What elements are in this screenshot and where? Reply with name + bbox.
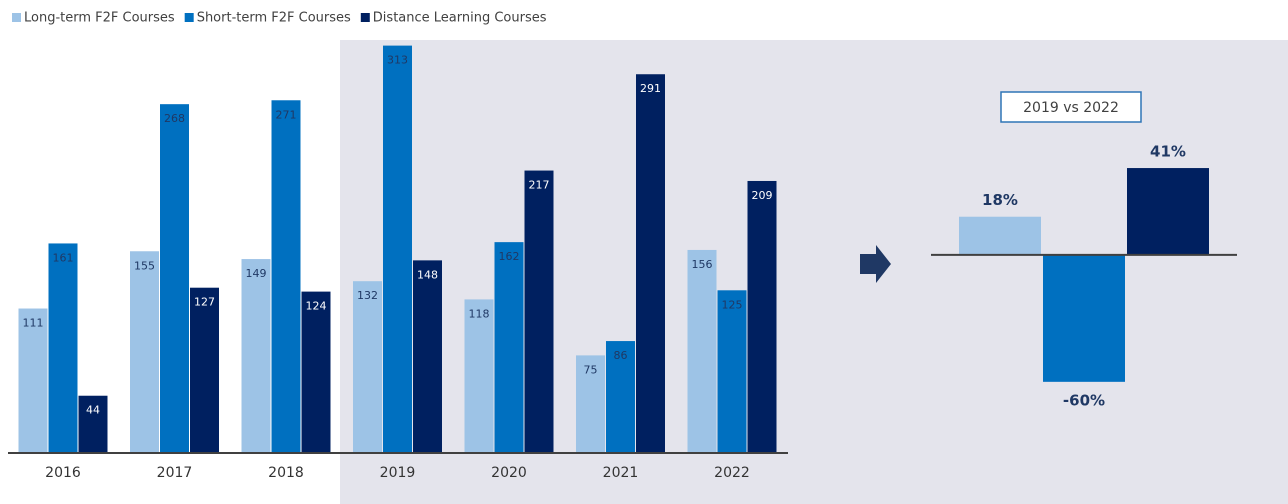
value-label: 124 bbox=[306, 300, 327, 313]
value-label: 161 bbox=[53, 251, 74, 264]
x-tick-label: 2022 bbox=[714, 465, 750, 481]
value-label: 156 bbox=[692, 258, 713, 271]
bar bbox=[464, 299, 494, 453]
x-tick-label: 2016 bbox=[45, 465, 81, 481]
legend-label: Distance Learning Courses bbox=[373, 11, 547, 26]
bar bbox=[687, 249, 717, 453]
value-label: 268 bbox=[164, 112, 185, 125]
bar bbox=[636, 74, 665, 453]
value-label: 118 bbox=[469, 307, 490, 320]
bar bbox=[160, 104, 189, 453]
compare-title: 2019 vs 2022 bbox=[1023, 100, 1119, 116]
value-label: 217 bbox=[529, 179, 550, 192]
value-label: 132 bbox=[357, 289, 378, 302]
bar bbox=[1043, 254, 1125, 382]
legend-swatch bbox=[184, 13, 194, 22]
value-label: 75 bbox=[584, 363, 598, 376]
value-label: 127 bbox=[194, 296, 215, 309]
bar bbox=[130, 251, 159, 453]
value-label: 149 bbox=[246, 267, 267, 280]
value-label: -60% bbox=[1063, 391, 1105, 409]
x-tick-label: 2019 bbox=[380, 465, 416, 481]
bar bbox=[413, 260, 442, 453]
bar bbox=[18, 308, 48, 453]
x-tick-label: 2018 bbox=[268, 465, 304, 481]
bar bbox=[1127, 168, 1209, 255]
bar bbox=[383, 45, 412, 453]
bar bbox=[301, 291, 331, 453]
bar bbox=[353, 281, 382, 453]
value-label: 148 bbox=[417, 268, 438, 281]
bar bbox=[959, 216, 1041, 255]
x-tick-label: 2017 bbox=[157, 465, 193, 481]
bar bbox=[576, 355, 605, 453]
value-label: 41% bbox=[1150, 143, 1186, 161]
x-tick-label: 2021 bbox=[603, 465, 639, 481]
value-label: 44 bbox=[86, 404, 100, 417]
bar bbox=[241, 259, 271, 453]
value-label: 291 bbox=[640, 82, 661, 95]
value-label: 125 bbox=[722, 298, 743, 311]
value-label: 313 bbox=[387, 54, 408, 67]
value-label: 209 bbox=[752, 189, 773, 202]
bar bbox=[606, 341, 635, 453]
legend-label: Long-term F2F Courses bbox=[24, 11, 175, 26]
bar bbox=[48, 243, 78, 453]
value-label: 271 bbox=[276, 108, 297, 121]
bar bbox=[78, 395, 108, 453]
legend-swatch bbox=[12, 13, 21, 22]
bar bbox=[524, 170, 554, 454]
bar bbox=[190, 287, 219, 453]
legend-swatch bbox=[360, 13, 370, 22]
compare-box bbox=[1000, 91, 1142, 123]
legend-label: Short-term F2F Courses bbox=[197, 11, 351, 26]
bar bbox=[271, 100, 301, 454]
value-label: 162 bbox=[499, 250, 520, 263]
value-label: 111 bbox=[23, 317, 44, 330]
x-tick-label: 2020 bbox=[491, 465, 527, 481]
bar bbox=[717, 290, 747, 453]
arrow bbox=[860, 245, 891, 283]
value-label: 18% bbox=[982, 191, 1018, 209]
value-label: 155 bbox=[134, 259, 155, 272]
value-label: 86 bbox=[614, 349, 628, 362]
bar bbox=[494, 242, 524, 453]
bar bbox=[747, 180, 777, 453]
